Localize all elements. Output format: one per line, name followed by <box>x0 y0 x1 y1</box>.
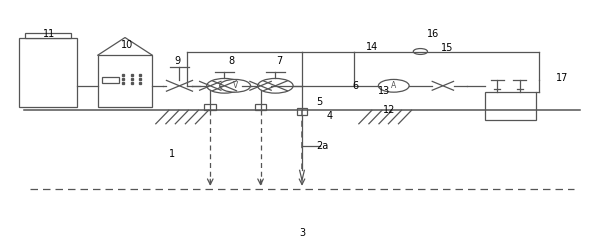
Text: 10: 10 <box>121 40 133 50</box>
Text: 6: 6 <box>352 81 358 91</box>
Text: 2a: 2a <box>316 141 329 151</box>
Circle shape <box>207 78 242 93</box>
Circle shape <box>220 80 251 92</box>
Bar <box>102 77 118 83</box>
Text: 9: 9 <box>175 56 181 66</box>
Text: 3: 3 <box>299 228 305 238</box>
Circle shape <box>378 80 409 92</box>
Text: 17: 17 <box>556 74 568 84</box>
Bar <box>297 108 307 115</box>
Text: 11: 11 <box>42 29 55 39</box>
Circle shape <box>413 48 428 54</box>
Bar <box>19 38 77 106</box>
Circle shape <box>258 78 293 93</box>
Text: 13: 13 <box>378 86 390 96</box>
Text: 14: 14 <box>365 42 378 51</box>
Text: V: V <box>233 81 238 90</box>
Text: 8: 8 <box>228 56 234 66</box>
Text: 15: 15 <box>441 43 453 53</box>
Text: 4: 4 <box>327 112 333 122</box>
Bar <box>255 104 266 110</box>
Text: 16: 16 <box>427 29 440 39</box>
Text: 12: 12 <box>383 105 395 115</box>
Bar <box>204 104 216 110</box>
Text: A: A <box>391 81 396 90</box>
Text: 5: 5 <box>316 97 323 107</box>
Text: 1: 1 <box>169 150 175 160</box>
Bar <box>25 33 71 38</box>
Bar <box>98 55 152 106</box>
Text: 7: 7 <box>277 56 283 66</box>
Bar <box>486 92 536 120</box>
